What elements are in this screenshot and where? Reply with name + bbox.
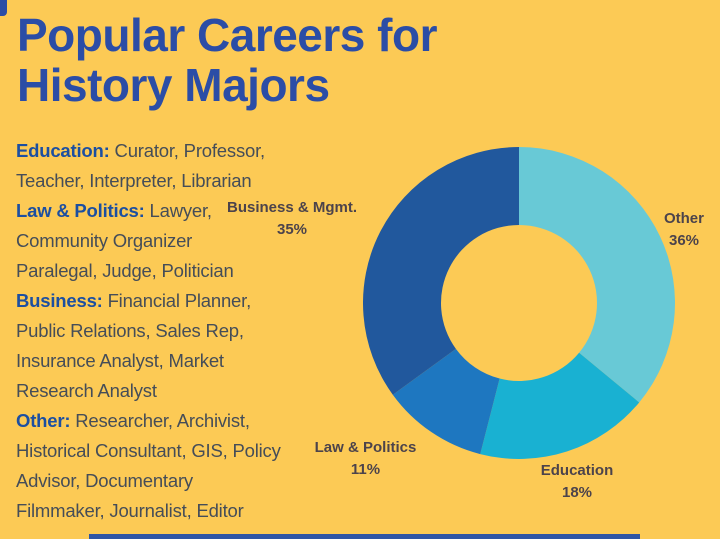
segment-name: Law & Politics bbox=[314, 439, 417, 456]
career-line-text: Historical Consultant, GIS, Policy bbox=[16, 440, 281, 461]
donut-segment-other bbox=[519, 147, 675, 403]
career-line-other-1: Other: Researcher, Archivist, bbox=[16, 406, 346, 436]
career-line-text: Community Organizer bbox=[16, 230, 193, 251]
donut-chart bbox=[363, 147, 675, 459]
career-line-business-2: Public Relations, Sales Rep, bbox=[16, 316, 346, 346]
career-line-text: Advisor, Documentary bbox=[16, 470, 193, 491]
career-line-text: Teacher, Interpreter, Librarian bbox=[16, 170, 252, 191]
segment-percent: 35% bbox=[276, 221, 308, 238]
career-line-education-2: Teacher, Interpreter, Librarian bbox=[16, 166, 346, 196]
career-category-label: Business: bbox=[16, 290, 103, 311]
chart-label-law-politics: Law & Politics 11% bbox=[298, 437, 433, 481]
career-line-law-2: Community Organizer bbox=[16, 226, 346, 256]
career-line-education-1: Education: Curator, Professor, bbox=[16, 136, 346, 166]
segment-name: Other bbox=[663, 210, 704, 227]
corner-decoration bbox=[0, 0, 7, 16]
donut-segment-law-politics bbox=[392, 348, 500, 455]
career-list: Education: Curator, Professor, Teacher, … bbox=[16, 136, 346, 526]
career-line-law-3: Paralegal, Judge, Politician bbox=[16, 256, 346, 286]
donut-segment-business-mgmt- bbox=[363, 147, 519, 395]
career-line-text: Insurance Analyst, Market bbox=[16, 350, 224, 371]
career-category-label: Other: bbox=[16, 410, 71, 431]
career-line-text: Researcher, Archivist, bbox=[70, 410, 250, 431]
career-line-law-1: Law & Politics: Lawyer, bbox=[16, 196, 346, 226]
career-line-other-3: Advisor, Documentary bbox=[16, 466, 346, 496]
segment-percent: 11% bbox=[350, 461, 381, 478]
segment-percent: 36% bbox=[668, 232, 700, 249]
title-line-1: Popular Careers for bbox=[17, 9, 437, 61]
segment-percent: 18% bbox=[561, 484, 593, 501]
chart-label-business-mgmt: Business & Mgmt. 35% bbox=[222, 197, 362, 241]
career-line-text: Lawyer, bbox=[144, 200, 213, 221]
chart-label-education: Education 18% bbox=[512, 460, 642, 504]
career-line-business-1: Business: Financial Planner, bbox=[16, 286, 346, 316]
page-title: Popular Careers for History Majors bbox=[17, 10, 437, 110]
career-line-business-3: Insurance Analyst, Market bbox=[16, 346, 346, 376]
donut-segment-education bbox=[480, 352, 640, 459]
chart-label-other: Other 36% bbox=[648, 208, 720, 252]
bottom-bar-decoration bbox=[89, 534, 640, 539]
career-line-text: Financial Planner, bbox=[102, 290, 252, 311]
career-line-text: Filmmaker, Journalist, Editor bbox=[16, 500, 244, 521]
career-line-text: Curator, Professor, bbox=[109, 140, 266, 161]
career-line-text: Paralegal, Judge, Politician bbox=[16, 260, 234, 281]
career-line-text: Research Analyst bbox=[16, 380, 157, 401]
career-line-text: Public Relations, Sales Rep, bbox=[16, 320, 244, 341]
segment-name: Business & Mgmt. bbox=[226, 199, 358, 216]
segment-name: Education bbox=[540, 462, 614, 479]
career-category-label: Education: bbox=[16, 140, 110, 161]
career-line-other-4: Filmmaker, Journalist, Editor bbox=[16, 496, 346, 526]
career-line-business-4: Research Analyst bbox=[16, 376, 346, 406]
career-category-label: Law & Politics: bbox=[16, 200, 145, 221]
title-line-2: History Majors bbox=[17, 59, 330, 111]
career-line-other-2: Historical Consultant, GIS, Policy bbox=[16, 436, 346, 466]
